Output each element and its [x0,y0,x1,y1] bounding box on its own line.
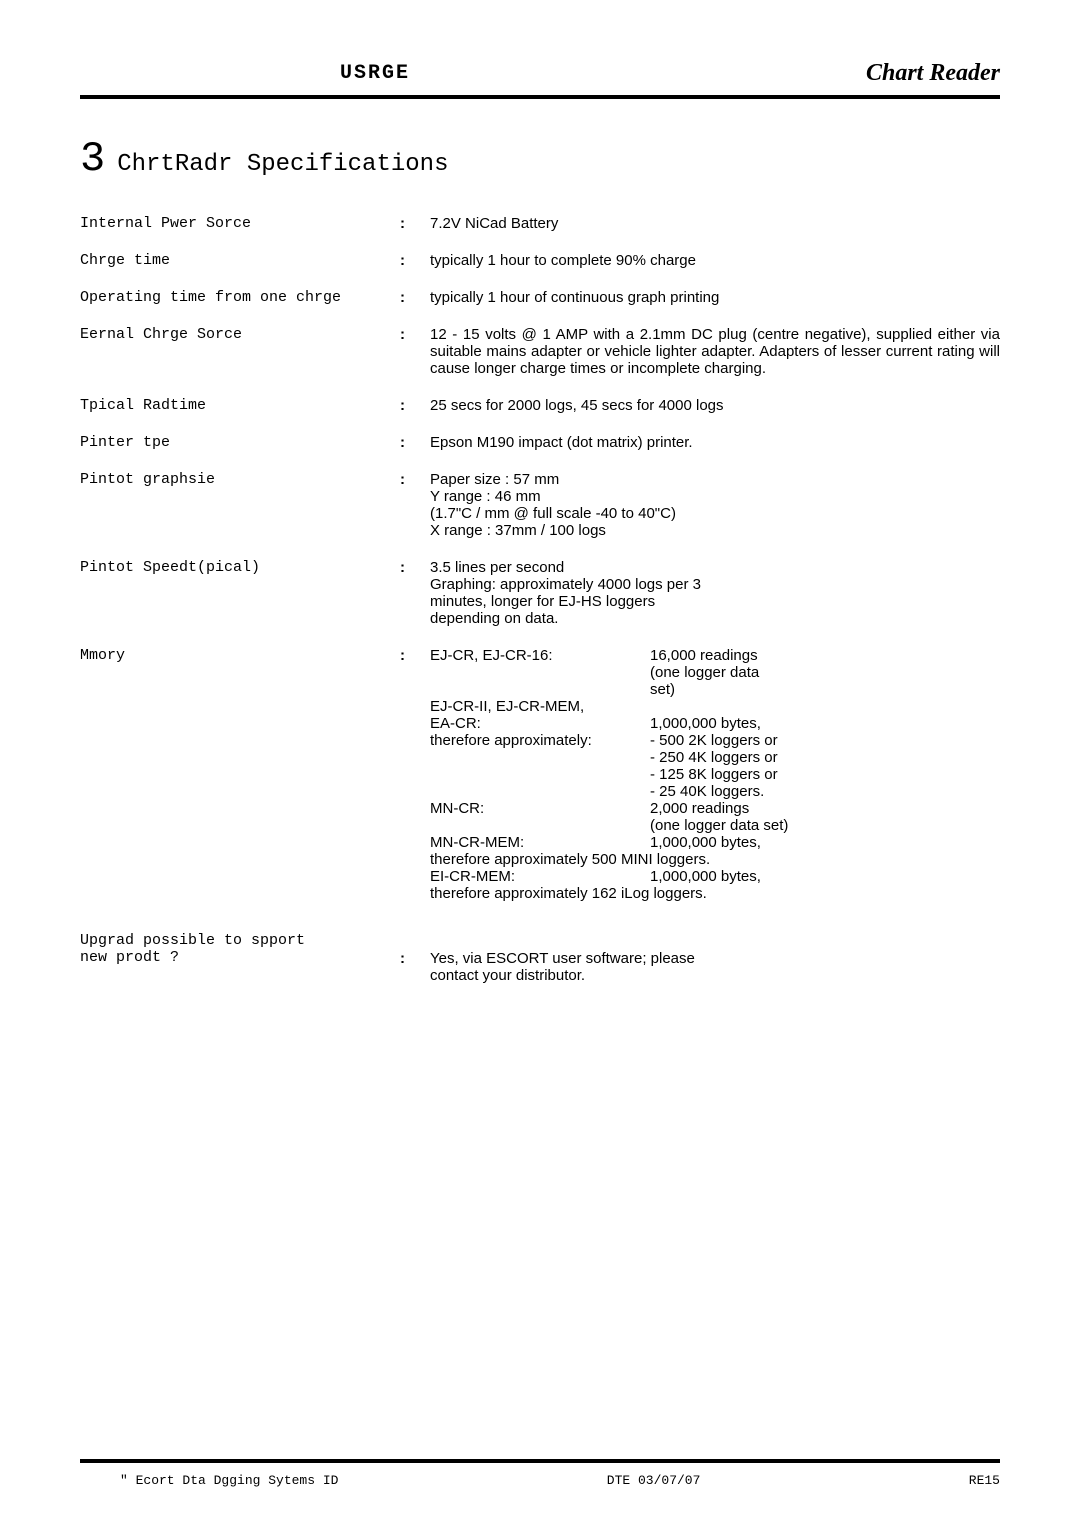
spec-row: Chrge time:typically 1 hour to complete … [80,252,1000,269]
spec-label: Eernal Chrge Sorce [80,326,400,377]
memory-item: MN-CR:2,000 readings [430,800,1000,817]
spec-label: Chrge time [80,252,400,269]
colon: : [400,932,430,984]
spec-row: Eernal Chrge Sorce:12 - 15 volts @ 1 AMP… [80,326,1000,377]
spec-value: typically 1 hour of continuous graph pri… [430,289,1000,306]
colon: : [400,397,430,414]
spec-label: Pinter tpe [80,434,400,451]
memory-value: EJ-CR, EJ-CR-16:16,000 readings(one logg… [430,647,1000,902]
memory-item: EA-CR:1,000,000 bytes, [430,715,1000,732]
memory-item: therefore approximately:- 500 2K loggers… [430,732,1000,749]
memory-item: - 125 8K loggers or [430,766,1000,783]
memory-item: - 250 4K loggers or [430,749,1000,766]
spec-value: 7.2V NiCad Battery [430,215,1000,232]
spec-label: Pintot Speedt(pical) [80,559,400,627]
spec-value: typically 1 hour to complete 90% charge [430,252,1000,269]
colon: : [400,215,430,232]
memory-item: therefore approximately 500 MINI loggers… [430,851,1000,868]
colon: : [400,252,430,269]
specs-table: Internal Pwer Sorce:7.2V NiCad BatteryCh… [80,215,1000,627]
spec-row: Pintot graphsie:Paper size : 57 mmY rang… [80,471,1000,539]
section-number: 3 [80,135,105,183]
spec-label: Internal Pwer Sorce [80,215,400,232]
memory-item: therefore approximately 162 iLog loggers… [430,885,1000,902]
upgrade-label-line1: Upgrad possible to spport [80,932,305,949]
memory-item: (one logger data [430,664,1000,681]
spec-row: Internal Pwer Sorce:7.2V NiCad Battery [80,215,1000,232]
memory-label: Mmory [80,647,400,902]
spec-value: 3.5 lines per secondGraphing: approximat… [430,559,1000,627]
footer-text: " Ecort Dta Dgging Sytems ID DTE 03/07/0… [80,1473,1000,1488]
colon: : [400,471,430,539]
memory-item: EI-CR-MEM:1,000,000 bytes, [430,868,1000,885]
spec-value: 25 secs for 2000 logs, 45 secs for 4000 … [430,397,1000,414]
memory-item: MN-CR-MEM: 1,000,000 bytes, [430,834,1000,851]
colon: : [400,326,430,377]
memory-item: EJ-CR, EJ-CR-16:16,000 readings [430,647,1000,664]
memory-item: (one logger data set) [430,817,1000,834]
memory-row: Mmory : EJ-CR, EJ-CR-16:16,000 readings(… [80,647,1000,902]
header-logo: Chart Reader [866,60,1000,87]
colon: : [400,289,430,306]
spec-value: Epson M190 impact (dot matrix) printer. [430,434,1000,451]
upgrade-label: Upgrad possible to spport new prodt ? [80,932,400,984]
colon: : [400,647,430,902]
memory-item: - 25 40K loggers. [430,783,1000,800]
spec-value: 12 - 15 volts @ 1 AMP with a 2.1mm DC pl… [430,326,1000,377]
spec-value: Paper size : 57 mmY range : 46 mm(1.7"C … [430,471,1000,539]
spec-row: Tpical Radtime:25 secs for 2000 logs, 45… [80,397,1000,414]
footer-page: RE15 [969,1473,1000,1488]
section-title: 3 ChrtRadr Specifications [80,135,1000,183]
colon: : [400,559,430,627]
footer-copyright: " Ecort Dta Dgging Sytems ID [120,1473,338,1488]
spec-label: Operating time from one chrge [80,289,400,306]
upgrade-row: Upgrad possible to spport new prodt ? : … [80,932,1000,984]
spec-row: Operating time from one chrge:typically … [80,289,1000,306]
footer-date: DTE 03/07/07 [607,1473,701,1488]
memory-item: set) [430,681,1000,698]
upgrade-value: Yes, via ESCORT user software; pleasecon… [430,932,1000,984]
footer-rule [80,1459,1000,1463]
page-header: USRGE Chart Reader [80,60,1000,87]
memory-item: EJ-CR-II, EJ-CR-MEM, [430,698,1000,715]
upgrade-label-line2: new prodt ? [80,949,179,966]
spec-row: Pinter tpe:Epson M190 impact (dot matrix… [80,434,1000,451]
section-heading: ChrtRadr Specifications [117,151,448,178]
page-footer: " Ecort Dta Dgging Sytems ID DTE 03/07/0… [80,1459,1000,1488]
colon: : [400,434,430,451]
spec-label: Tpical Radtime [80,397,400,414]
header-center: USRGE [340,62,410,85]
spec-row: Pintot Speedt(pical):3.5 lines per secon… [80,559,1000,627]
header-rule [80,95,1000,99]
spec-label: Pintot graphsie [80,471,400,539]
